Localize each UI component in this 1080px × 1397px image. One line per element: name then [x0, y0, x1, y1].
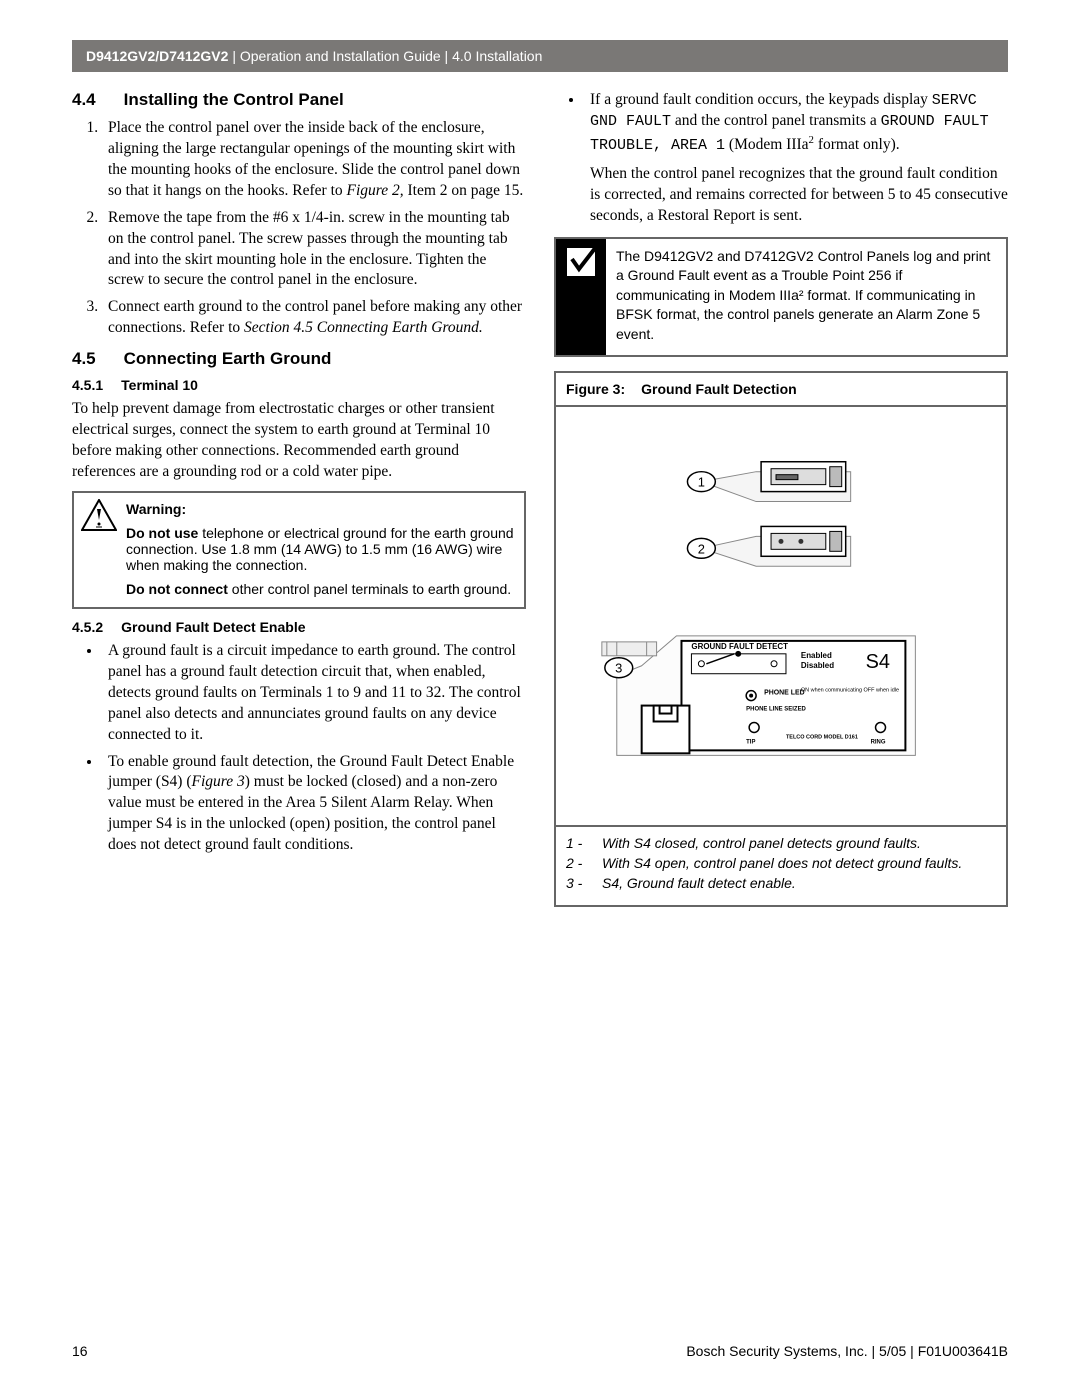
section-title: Connecting Earth Ground	[124, 349, 332, 369]
legend-text: S4, Ground fault detect enable.	[602, 875, 796, 891]
rb-post: (Modem IIIa	[725, 136, 809, 153]
svg-text:GROUND FAULT DETECT: GROUND FAULT DETECT	[691, 641, 788, 650]
section-num: 4.5	[72, 349, 96, 369]
svg-text:S4: S4	[866, 650, 890, 672]
legend-row-2: 2 - With S4 open, control panel does not…	[566, 855, 996, 871]
rb-end: format only).	[814, 136, 900, 153]
rb-mid: and the control panel transmits a	[671, 112, 881, 129]
header-sep: |	[228, 48, 239, 64]
legend-num: 1 -	[566, 835, 594, 851]
subsection-title: Terminal 10	[121, 377, 198, 393]
svg-text:RING: RING	[871, 739, 886, 745]
header-product: D9412GV2/D7412GV2	[86, 48, 228, 64]
warning-p2: other control panel terminals to earth g…	[228, 581, 511, 597]
legend-num: 3 -	[566, 875, 594, 891]
subsection-title: Ground Fault Detect Enable	[121, 619, 305, 635]
section-title: Installing the Control Panel	[124, 90, 344, 110]
ground-fault-diagram: 1 2 3 GROUND FAULT DETECT	[556, 407, 1006, 825]
legend-num: 2 -	[566, 855, 594, 871]
gf-bullet-1: A ground fault is a circuit impedance to…	[102, 641, 526, 746]
rb-pre: If a ground fault condition occurs, the …	[590, 91, 932, 108]
warning-icon-cell	[74, 493, 124, 607]
svg-text:3: 3	[615, 660, 622, 675]
svg-text:ON when communicating OFF when: ON when communicating OFF when idle	[801, 687, 899, 693]
section-4-4-heading: 4.4 Installing the Control Panel	[72, 90, 526, 110]
footer-right: Bosch Security Systems, Inc. | 5/05 | F0…	[686, 1343, 1008, 1359]
page-footer: 16 Bosch Security Systems, Inc. | 5/05 |…	[72, 1333, 1008, 1359]
ground-fault-bullets: A ground fault is a circuit impedance to…	[72, 641, 526, 856]
section-num: 4.4	[72, 90, 96, 110]
step-1: Place the control panel over the inside …	[102, 118, 526, 202]
subsection-num: 4.5.1	[72, 377, 103, 393]
note-box: The D9412GV2 and D7412GV2 Control Panels…	[554, 237, 1008, 357]
svg-text:PHONE LED: PHONE LED	[764, 689, 805, 696]
legend-text: With S4 closed, control panel detects gr…	[602, 835, 921, 851]
header-bar: D9412GV2/D7412GV2 | Operation and Instal…	[72, 40, 1008, 72]
page-number: 16	[72, 1343, 88, 1359]
svg-text:2: 2	[698, 541, 705, 556]
svg-text:Disabled: Disabled	[801, 660, 834, 669]
right-column: If a ground fault condition occurs, the …	[554, 90, 1008, 915]
install-steps-list: Place the control panel over the inside …	[72, 118, 526, 339]
page: D9412GV2/D7412GV2 | Operation and Instal…	[0, 0, 1080, 955]
legend-row-3: 3 - S4, Ground fault detect enable.	[566, 875, 996, 891]
section-4-5-2-heading: 4.5.2 Ground Fault Detect Enable	[72, 619, 526, 635]
left-column: 4.4 Installing the Control Panel Place t…	[72, 90, 526, 915]
figure-title: Ground Fault Detection	[641, 381, 797, 397]
terminal-10-body: To help prevent damage from electrostati…	[72, 399, 526, 483]
note-icon-cell	[556, 239, 606, 355]
svg-text:TIP: TIP	[746, 739, 755, 745]
right-bullets: If a ground fault condition occurs, the …	[554, 90, 1008, 227]
figure-3-box: Figure 3: Ground Fault Detection	[554, 371, 1008, 907]
figure-diagram: 1 2 3 GROUND FAULT DETECT	[556, 407, 1006, 827]
gf-bullet-2: To enable ground fault detection, the Gr…	[102, 752, 526, 857]
header-guide: Operation and Installation Guide	[240, 48, 441, 64]
svg-text:1: 1	[698, 474, 705, 489]
warning-box: Warning: Do not use telephone or electri…	[72, 491, 526, 609]
step-2: Remove the tape from the #6 x 1/4-in. sc…	[102, 208, 526, 292]
step-3: Connect earth ground to the control pane…	[102, 297, 526, 339]
warning-triangle-icon	[81, 499, 117, 531]
svg-text:Enabled: Enabled	[801, 650, 832, 659]
svg-text:TELCO CORD MODEL D161: TELCO CORD MODEL D161	[786, 734, 858, 740]
right-bullet-1: If a ground fault condition occurs, the …	[584, 90, 1008, 227]
header-crumb: 4.0 Installation	[452, 48, 542, 64]
warning-text: Warning: Do not use telephone or electri…	[124, 493, 524, 607]
warning-donotuse: Do not use	[126, 525, 198, 541]
figure-label: Figure 3:	[566, 381, 625, 397]
legend-text: With S4 open, control panel does not det…	[602, 855, 962, 871]
rb-para2: When the control panel recognizes that t…	[590, 164, 1008, 227]
two-column-layout: 4.4 Installing the Control Panel Place t…	[72, 90, 1008, 915]
figure-legend: 1 - With S4 closed, control panel detect…	[556, 827, 1006, 905]
warning-donotconnect: Do not connect	[126, 581, 228, 597]
svg-text:PHONE LINE SEIZED: PHONE LINE SEIZED	[746, 706, 806, 712]
section-4-5-1-heading: 4.5.1 Terminal 10	[72, 377, 526, 393]
section-4-5-heading: 4.5 Connecting Earth Ground	[72, 349, 526, 369]
subsection-num: 4.5.2	[72, 619, 103, 635]
legend-row-1: 1 - With S4 closed, control panel detect…	[566, 835, 996, 851]
note-text: The D9412GV2 and D7412GV2 Control Panels…	[606, 239, 1006, 355]
header-sep2: |	[441, 48, 452, 64]
figure-title-row: Figure 3: Ground Fault Detection	[556, 373, 1006, 407]
checkbox-note-icon	[564, 245, 598, 279]
warning-label: Warning:	[126, 501, 186, 517]
